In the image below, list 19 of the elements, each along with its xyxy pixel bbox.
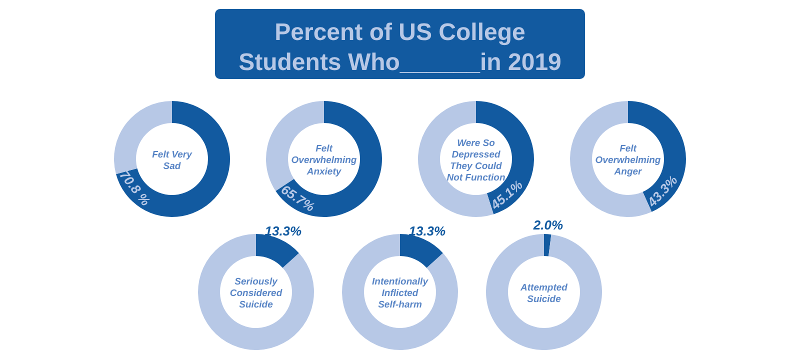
- donut-slice: [486, 234, 602, 350]
- text: Percent of US College Students Who______in 2019: [238, 19, 562, 76]
- donut-slice: [198, 234, 314, 350]
- donut-slice: [256, 234, 300, 268]
- donut-slice: [400, 234, 444, 268]
- text: Felt Very Sad: [152, 149, 193, 172]
- text: Intentionally Inflicted Self-harm: [372, 276, 429, 310]
- data-label: 13.3%: [408, 223, 446, 238]
- data-label: 2.0%: [532, 218, 564, 233]
- text: Felt Overwhelming Anxiety: [291, 144, 357, 178]
- donut-slice: [544, 234, 552, 256]
- text: Were So Depressed They Could Not Function: [446, 138, 506, 184]
- text: Seriously Considered Suicide: [230, 276, 282, 310]
- text: Attempted Suicide: [520, 282, 568, 305]
- donut-slice: [276, 101, 382, 217]
- data-label: 13.3%: [264, 223, 302, 238]
- donut-slice: [342, 234, 458, 350]
- donut-slice: [116, 101, 230, 217]
- text: Felt Overwhelming Anger: [595, 144, 661, 178]
